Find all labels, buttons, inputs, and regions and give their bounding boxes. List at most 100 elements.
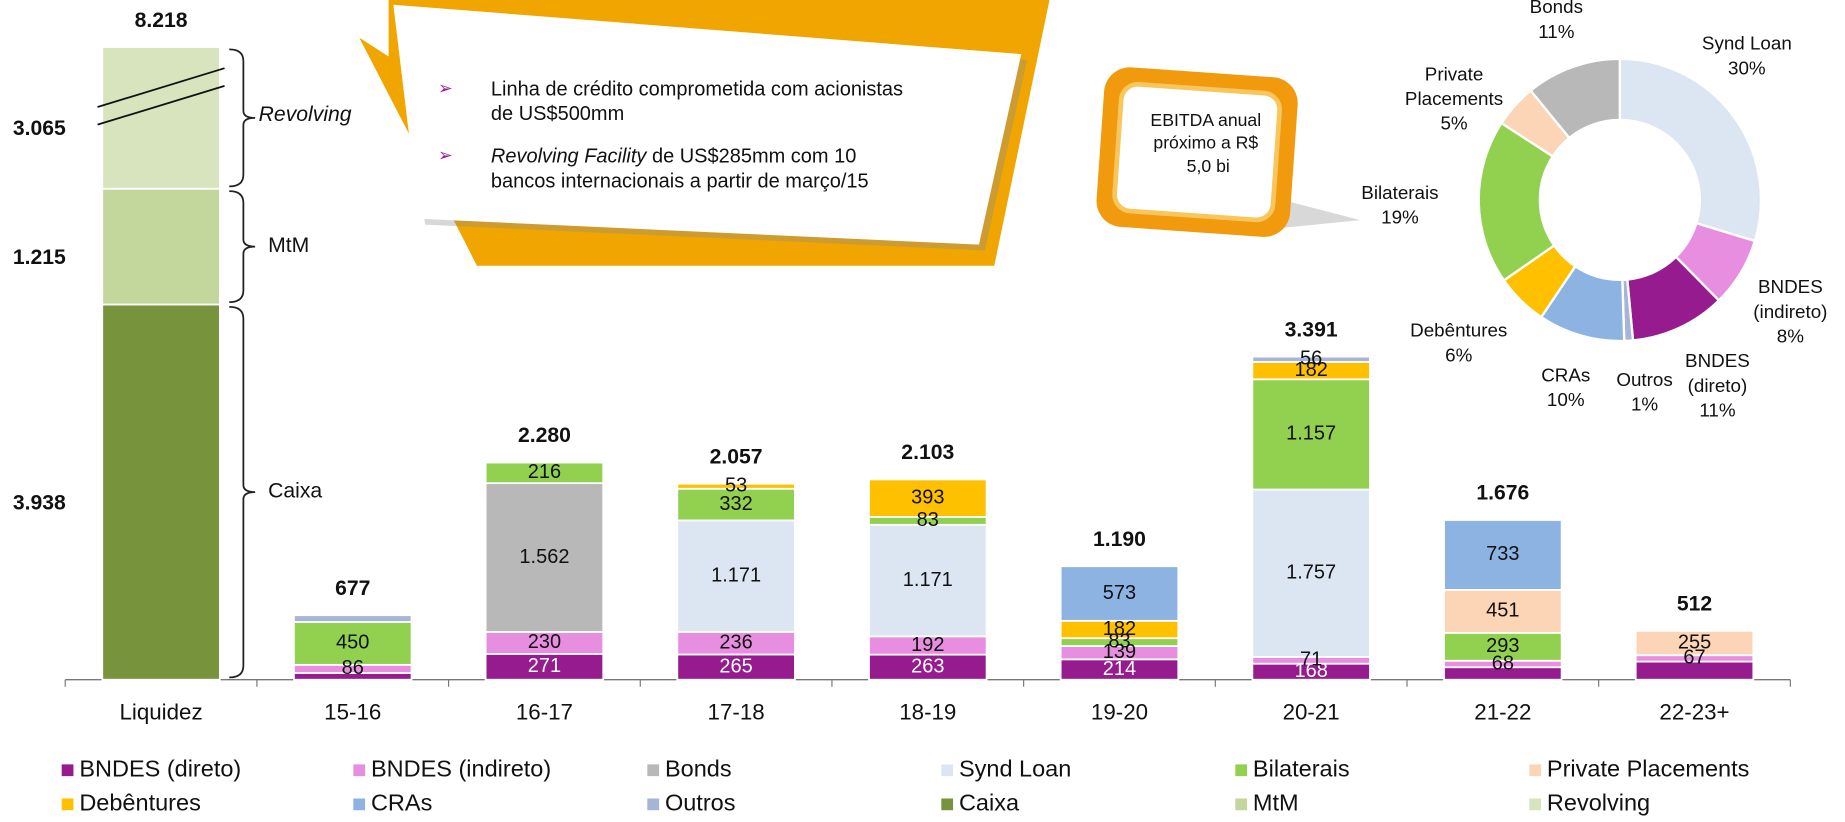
value-label: 733 [1486,543,1519,565]
donut-label: Debêntures [1410,320,1507,341]
bar-segment [868,523,988,638]
bracket [229,48,256,188]
donut-value: 19% [1381,207,1419,228]
value-label: 236 [719,631,752,653]
donut-label: BNDES (direto) [1685,350,1750,396]
value-label: 1.171 [711,564,761,586]
callout-text: Revolving Facility de US$285mm com 10 ba… [491,146,869,193]
inner [1112,81,1282,223]
donut-label: BNDES (indireto) [1753,276,1827,322]
bar-segment [484,461,605,485]
legend-swatch [61,764,74,777]
value-label: 1.757 [1286,562,1336,584]
donut-value: 30% [1728,57,1766,78]
value-label: 230 [528,631,561,653]
legend-swatch [647,798,660,811]
value-label: 67 [1683,647,1705,669]
legend-swatch [353,798,366,811]
line: (indireto) [1753,301,1827,322]
legend-label: Caixa [959,790,1020,816]
bar-segment [1443,631,1563,662]
value-label: 182 [1103,618,1136,640]
x-tick-label: 18-19 [899,700,956,725]
liquidity-value: 3.938 [13,491,66,514]
donut-label: Synd Loan [1702,33,1792,54]
bar-segment [484,653,605,681]
value-label: 86 [342,657,364,679]
donut-value: 6% [1445,344,1472,365]
line: Placements [1405,88,1503,109]
value-label: 168 [1294,660,1327,682]
legend-swatch [1235,798,1248,811]
axis-break [97,85,225,126]
bullet: ➢ [438,78,453,98]
line: Linha de crédito comprometida com acioni… [491,79,903,101]
donut-value: 5% [1440,113,1467,134]
value-label: 451 [1486,600,1519,622]
value-label: 1.157 [1286,423,1336,445]
value-label: 56 [1300,348,1322,370]
legend-swatch [1529,798,1542,811]
total-label: 512 [1677,593,1712,616]
total-label: 1.190 [1093,528,1146,551]
legend-swatch [941,764,954,777]
x-tick-label: 21-22 [1474,700,1531,725]
bar-segment [484,482,605,633]
donut-label: CRAs [1541,364,1590,385]
legend-label: Synd Loan [959,755,1071,781]
legend-swatch [1529,764,1542,777]
legend-label: Bilaterais [1253,755,1350,781]
donut-label: Outros [1616,369,1672,390]
line: (direto) [1688,375,1748,396]
total-label: 3.391 [1285,318,1338,341]
bracket [229,190,256,304]
value-label: 293 [1486,635,1519,657]
x-tick-label: 16-17 [516,700,573,725]
legend-label: Private Placements [1547,755,1749,781]
bar-segment [868,653,988,681]
total-label: 1.676 [1476,482,1529,505]
bar-segment [676,482,796,490]
bar-segment [1443,519,1563,591]
value-label: 1.562 [519,546,569,568]
value-label: 83 [917,509,939,531]
bar-segment [293,614,413,623]
legend-label: Bonds [665,755,732,781]
line: próximo a R$ [1153,132,1258,152]
legend-label: BNDES (direto) [79,755,241,781]
bracket [229,305,256,679]
value-label: 71 [1300,649,1322,671]
line: BNDES [1758,276,1823,297]
callout-text: Linha de crédito comprometida com acioni… [491,79,909,126]
value-label: 53 [725,475,747,497]
shadow [1277,199,1361,229]
bracket-label: MtM [268,234,309,257]
bar-segment [1251,488,1371,658]
x-tick-label: 17-18 [708,700,765,725]
value-label: 182 [1294,359,1327,381]
italic: Revolving Facility [491,146,647,168]
axis-break [97,67,225,108]
legend-label: MtM [1253,790,1299,816]
bar-segment [101,46,221,190]
line: EBITDA anual [1150,110,1261,130]
value-label: 192 [911,634,944,656]
bar-segment [868,478,988,518]
value-label: 1.171 [903,569,953,591]
value-label: 139 [1103,641,1136,663]
donut-value: 11% [1699,400,1736,421]
legend-swatch [1235,764,1248,777]
liquidity-value: 3.065 [13,117,66,140]
total-label: 2.057 [710,445,763,468]
x-tick-label: 22-23+ [1659,700,1729,725]
total-label: 677 [335,577,370,600]
total-label: 2.280 [518,424,571,447]
bar-segment [101,303,221,681]
donut-label: Bilaterais [1361,182,1438,203]
value-label: 263 [911,655,944,677]
bar-segment [1251,355,1371,363]
line: de US$285mm com 10 [646,146,856,168]
donut-value: 11% [1538,21,1575,42]
